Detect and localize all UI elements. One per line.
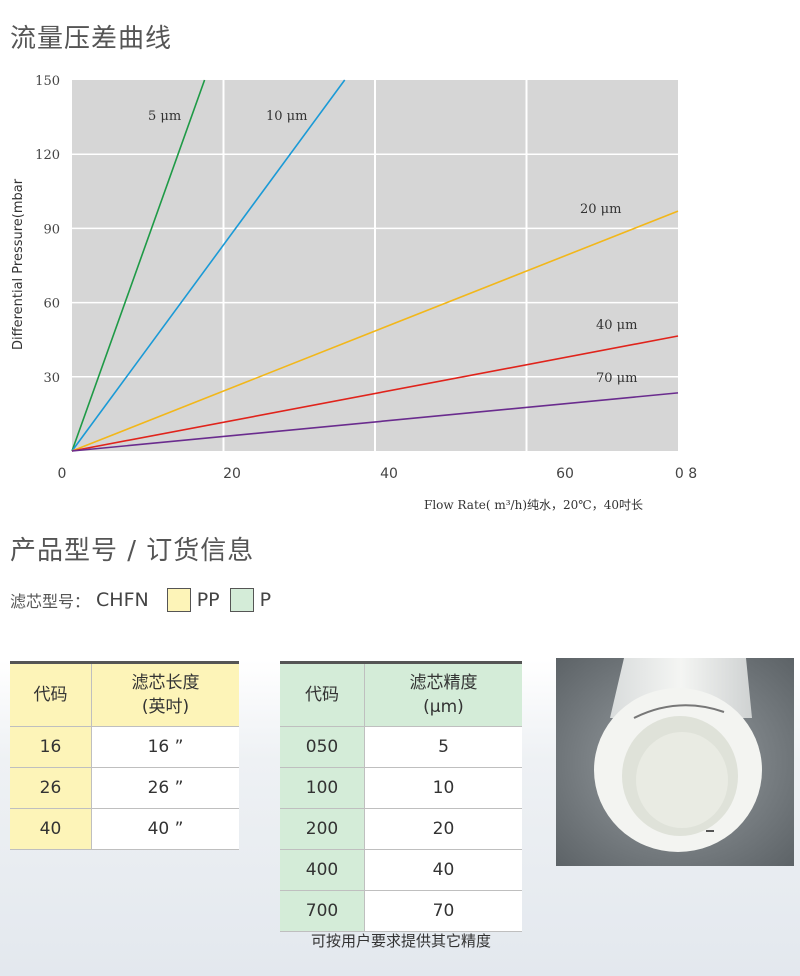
pp-color-swatch — [166, 588, 191, 612]
table-row: 40 40 ” — [10, 808, 239, 850]
x-tick-label: 20 — [223, 466, 241, 482]
table-row: 26 26 ” — [10, 767, 239, 809]
x-tick-label: 0 — [58, 466, 67, 482]
y-tick-label: 90 — [43, 222, 60, 237]
code-cell: 050 — [280, 726, 365, 768]
series-labels: 5 μm 10 μm 20 μm 40 μm 70 μm — [148, 109, 637, 386]
x-axis-label: Flow Rate( m³/h)纯水，20℃，40吋长 — [424, 498, 643, 512]
table-header-row: 代码 滤芯精度 (μm) — [280, 662, 522, 727]
x-tick-label: 60 — [556, 466, 574, 482]
code-cell: 200 — [280, 808, 365, 850]
value-cell: 40 ” — [91, 808, 239, 850]
table-row: 400 40 — [280, 849, 522, 891]
series-line — [71, 210, 679, 452]
series-line — [71, 392, 679, 452]
value-cell: 5 — [364, 726, 522, 768]
section-title-flow-curve: 流量压差曲线 — [10, 24, 173, 54]
value-cell: 70 — [364, 890, 522, 932]
filter-cartridge-photo — [556, 658, 794, 866]
x-tick-label: 0 8 — [675, 466, 697, 482]
y-tick-label: 60 — [43, 297, 60, 312]
p-color-swatch — [229, 588, 254, 612]
y-tick-label: 120 — [35, 148, 60, 163]
grid-lines — [72, 80, 678, 451]
code-cell: 400 — [280, 849, 365, 891]
header-length: 滤芯长度 (英吋) — [91, 662, 239, 727]
x-tick-label: 40 — [380, 466, 398, 482]
code-cell: 100 — [280, 767, 365, 809]
header-code: 代码 — [10, 662, 92, 727]
table-row: 200 20 — [280, 808, 522, 850]
series-label: 40 μm — [596, 318, 637, 333]
table-row: 16 16 ” — [10, 726, 239, 768]
code-cell: 40 — [10, 808, 92, 850]
x-tick-labels: 0 20 40 60 0 8 — [58, 466, 698, 482]
value-cell: 20 — [364, 808, 522, 850]
y-tick-label: 30 — [43, 371, 60, 386]
table-row: 050 5 — [280, 726, 522, 768]
length-table: 代码 滤芯长度 (英吋) 16 16 ” 26 26 ” 40 40 ” — [10, 661, 239, 850]
series-lines — [71, 79, 679, 452]
model-code-row: 滤芯型号： CHFN PP P — [10, 588, 275, 612]
series-label: 5 μm — [148, 109, 181, 124]
code-cell: 16 — [10, 726, 92, 768]
y-axis-label: Differential Pressure(mbar — [11, 178, 26, 350]
y-tick-labels: 30 60 90 120 150 — [35, 74, 60, 386]
series-line — [71, 79, 346, 452]
value-cell: 10 — [364, 767, 522, 809]
header-grade: 滤芯精度 (μm) — [364, 662, 522, 727]
model-label: 滤芯型号： — [10, 592, 91, 611]
flow-pressure-chart: 30 60 90 120 150 0 20 40 60 0 8 5 μm 10 μm 20 μm 40… — [11, 74, 698, 512]
option-pp: PP — [196, 589, 220, 611]
series-label: 10 μm — [266, 109, 307, 124]
section-title-order-info: 产品型号 / 订货信息 — [10, 536, 255, 566]
option-p: P — [259, 589, 272, 611]
table-row: 100 10 — [280, 767, 522, 809]
y-tick-label: 150 — [35, 74, 60, 89]
grade-table: 代码 滤芯精度 (μm) 050 5 100 10 200 20 400 40 700 70 — [280, 661, 522, 932]
custom-grade-note: 可按用户要求提供其它精度 — [310, 932, 491, 950]
table-header-row: 代码 滤芯长度 (英吋) — [10, 662, 239, 727]
model-code: CHFN — [96, 589, 149, 611]
header-code: 代码 — [280, 662, 365, 727]
value-cell: 40 — [364, 849, 522, 891]
value-cell: 26 ” — [91, 767, 239, 809]
series-label: 20 μm — [580, 202, 621, 217]
series-line — [71, 335, 679, 452]
series-line — [71, 79, 206, 452]
series-label: 70 μm — [596, 371, 637, 386]
code-cell: 700 — [280, 890, 365, 932]
table-row: 700 70 — [280, 890, 522, 932]
code-cell: 26 — [10, 767, 92, 809]
value-cell: 16 ” — [91, 726, 239, 768]
